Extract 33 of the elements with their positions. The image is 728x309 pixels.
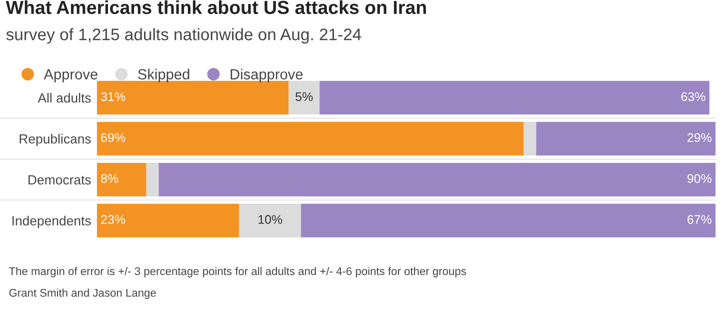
y-tick-label: All adults: [38, 92, 91, 103]
bar: [536, 122, 716, 156]
data-label: 5%: [296, 92, 313, 102]
bar: [96, 162, 146, 196]
bar: [524, 122, 536, 156]
data-label: 67%: [688, 215, 712, 224]
text: Grant Smith and Jason Lange: [9, 288, 156, 299]
bar: [301, 204, 716, 238]
chart-title: What Americans think about US attacks on Iran: [6, 0, 426, 14]
chart-subtitle: survey of 1,215 adults nationwide on Aug. 21-24: [6, 28, 362, 44]
legend-label: Disapprove: [230, 68, 303, 82]
bar: [96, 122, 524, 156]
y-tick-label: Independents: [12, 216, 91, 228]
bar: [158, 162, 716, 196]
bar: [96, 80, 289, 115]
text: The margin of error is +/- 3 percentage points for all adults and +/- 4-6 points for other groups: [8, 266, 466, 278]
data-label: 90%: [687, 174, 712, 183]
data-label: 29%: [688, 133, 712, 142]
bar: [320, 80, 710, 115]
bar: [146, 162, 159, 196]
legend-label: Skipped: [138, 68, 190, 82]
data-label: 69%: [101, 133, 126, 142]
legend-label: Approve: [44, 69, 98, 82]
y-tick-label: Republicans: [20, 134, 91, 146]
bar: [96, 204, 240, 238]
data-label: 23%: [101, 215, 126, 224]
data-label: 8%: [101, 174, 118, 183]
bar: [239, 204, 302, 238]
y-tick-label: Democrats: [28, 175, 91, 185]
bar: [288, 80, 320, 115]
data-label: 10%: [258, 215, 282, 224]
data-label: 31%: [101, 92, 126, 102]
data-label: 63%: [681, 92, 706, 102]
